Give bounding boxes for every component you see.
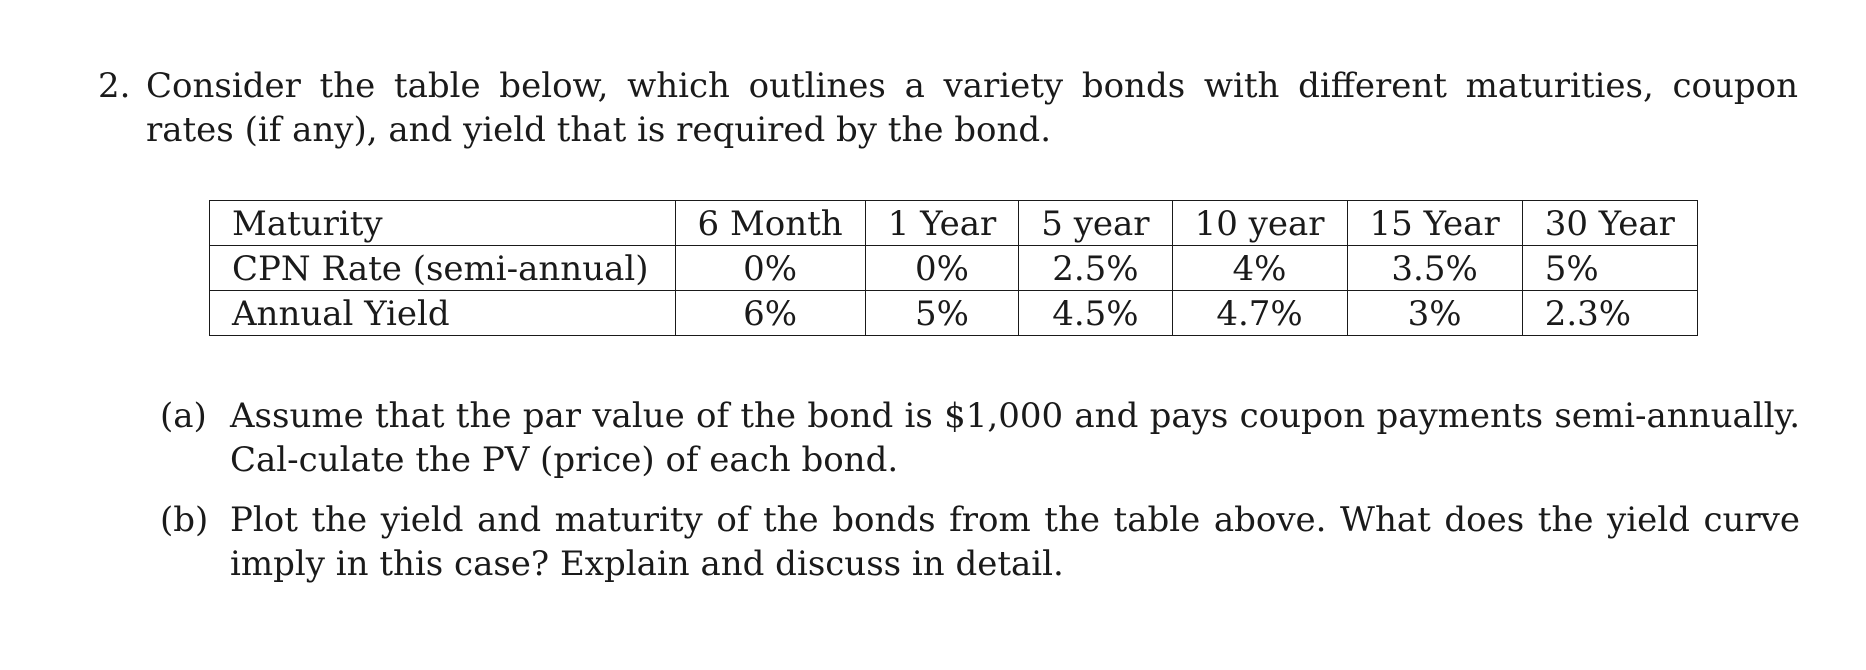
- table-cell: 3%: [1346, 290, 1523, 336]
- row-label: Annual Yield: [209, 290, 676, 336]
- problem-text: Consider the table below, which outlines…: [146, 66, 1798, 150]
- table-cell: 0%: [864, 245, 1020, 291]
- row-label: CPN Rate (semi-annual): [209, 245, 676, 291]
- table-cell: 6 Month: [674, 200, 866, 246]
- sub-questions: (a) Assume that the par value of the bon…: [160, 394, 1800, 602]
- sub-question-a: (a) Assume that the par value of the bon…: [160, 394, 1800, 482]
- sub-question-b: (b) Plot the yield and maturity of the b…: [160, 498, 1800, 586]
- sub-question-label: (a): [160, 396, 207, 436]
- table-row-annual-yield: Annual Yield 6% 5% 4.5% 4.7% 3% 2.3%: [209, 290, 1698, 336]
- table-cell: 4.5%: [1018, 290, 1173, 336]
- table-cell: 15 Year: [1346, 200, 1523, 246]
- table-row-cpn-rate: CPN Rate (semi-annual) 0% 0% 2.5% 4% 3.5…: [209, 245, 1698, 291]
- table-cell: 0%: [674, 245, 866, 291]
- table-row-maturity: Maturity 6 Month 1 Year 5 year 10 year 1…: [209, 200, 1698, 246]
- table-cell: 2.5%: [1018, 245, 1173, 291]
- table-cell: 4.7%: [1171, 290, 1348, 336]
- table-cell: 6%: [674, 290, 866, 336]
- table-cell: 1 Year: [864, 200, 1020, 246]
- table-cell: 3.5%: [1346, 245, 1523, 291]
- sub-question-text: Plot the yield and maturity of the bonds…: [230, 500, 1800, 584]
- problem-number: 2.: [98, 66, 131, 106]
- table-cell: 2.3%: [1521, 290, 1698, 336]
- table-cell: 5%: [864, 290, 1020, 336]
- table-cell: 10 year: [1171, 200, 1348, 246]
- sub-question-label: (b): [160, 500, 209, 540]
- table-cell: 4%: [1171, 245, 1348, 291]
- sub-question-text: Assume that the par value of the bond is…: [230, 396, 1800, 480]
- table-cell: 5 year: [1018, 200, 1173, 246]
- table-cell: 5%: [1521, 245, 1698, 291]
- bond-table: Maturity 6 Month 1 Year 5 year 10 year 1…: [209, 200, 1698, 336]
- table-cell: 30 Year: [1521, 200, 1698, 246]
- row-label: Maturity: [209, 200, 676, 246]
- problem-header: 2. Consider the table below, which outli…: [98, 64, 1798, 152]
- problem-statement: 2. Consider the table below, which outli…: [98, 64, 1798, 152]
